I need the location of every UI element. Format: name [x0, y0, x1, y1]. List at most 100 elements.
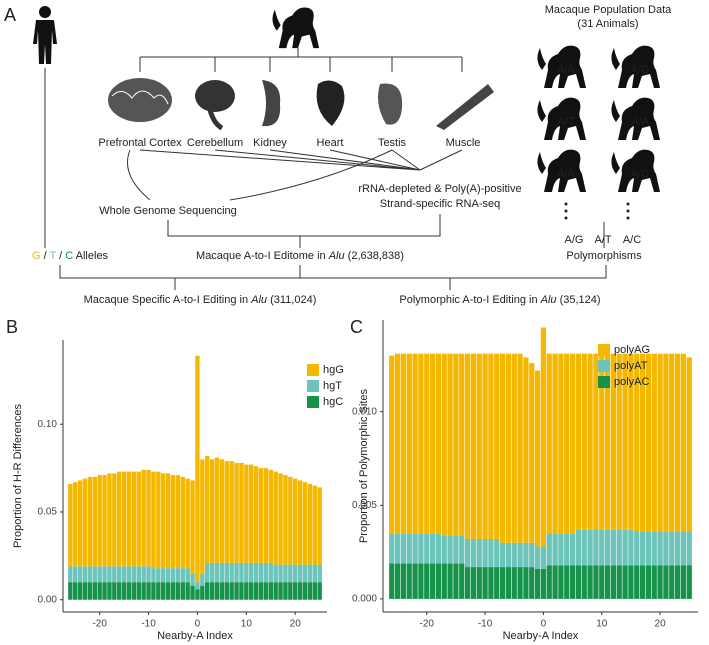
bar-segment	[464, 539, 471, 568]
bar-segment	[102, 582, 107, 600]
bar-segment	[87, 566, 93, 583]
bar-segment	[499, 353, 506, 543]
bar-segment	[406, 353, 412, 534]
bar-segment	[488, 353, 494, 539]
bar-segment	[412, 533, 418, 564]
y-tick-label: 0.005	[352, 500, 377, 511]
bar-segment	[307, 483, 313, 565]
bar-segment	[190, 585, 195, 600]
bar-segment	[628, 565, 634, 599]
text-part: Macaque A-to-I Editome in	[196, 250, 329, 262]
bar-segment	[593, 353, 599, 530]
bar-segment	[651, 353, 657, 532]
bar-segment	[302, 482, 308, 565]
bar-segment	[185, 582, 190, 600]
bar-segment	[77, 582, 83, 600]
bar-segment	[161, 568, 166, 583]
bar-segment	[634, 565, 640, 599]
poly-type: A/G	[565, 234, 584, 246]
bar-segment	[464, 353, 471, 539]
bar-segment	[97, 475, 102, 567]
bar-segment	[263, 562, 269, 583]
bar-segment	[121, 582, 127, 600]
bar-segment	[156, 582, 161, 600]
bar-segment	[200, 459, 205, 574]
bar-segment	[552, 353, 558, 534]
bar-segment	[195, 582, 200, 590]
bar-segment	[564, 565, 570, 599]
bar-segment	[558, 353, 564, 534]
text-part: Alu	[328, 250, 345, 262]
bar-segment	[317, 582, 322, 600]
bar-segment	[117, 582, 122, 600]
bar-segment	[459, 353, 465, 536]
bar-segment	[82, 478, 88, 567]
bar-segment	[529, 542, 535, 568]
bar-segment	[400, 353, 407, 534]
genotype: A/T	[557, 116, 574, 128]
bar-segment	[389, 533, 395, 564]
bar-segment	[180, 582, 185, 600]
bar-segment	[195, 589, 200, 600]
bar-segment	[680, 353, 687, 532]
bar-segment	[68, 566, 73, 583]
bar-segment	[470, 567, 477, 599]
bar-segment	[394, 353, 401, 534]
bar-segment	[441, 563, 447, 599]
bar-segment	[505, 353, 512, 543]
text-part: Macaque Specific A-to-I Editing in	[84, 294, 252, 306]
bar-segment	[529, 363, 535, 543]
bar-segment	[268, 469, 273, 563]
ellipsis-dots	[564, 202, 630, 220]
bar-segment	[141, 582, 146, 600]
bar-segment	[389, 563, 395, 599]
text-part: Alu	[540, 294, 557, 306]
bar-segment	[185, 568, 190, 583]
bar-segment	[424, 563, 430, 599]
bar-segment	[249, 582, 254, 600]
specific-label: Macaque Specific A-to-I Editing in Alu (…	[84, 294, 317, 306]
bar-segment	[639, 353, 646, 532]
bar-segment	[499, 567, 506, 599]
bar-segment	[161, 473, 166, 569]
bar-segment	[599, 565, 605, 599]
bar-segment	[494, 353, 500, 539]
bar-segment	[418, 533, 424, 564]
bar-segment	[302, 564, 308, 583]
polymorphisms-label: Polymorphisms	[566, 250, 642, 262]
bar-segment	[680, 531, 687, 566]
genotype: A/A	[557, 168, 575, 180]
bar-segment	[628, 353, 634, 530]
bar-segment	[622, 353, 628, 530]
bar-segment	[686, 357, 692, 532]
bar-segment	[146, 469, 151, 567]
bar-segment	[126, 566, 132, 583]
bar-segment	[219, 582, 225, 600]
bar-segment	[470, 353, 477, 539]
bar-segment	[657, 565, 663, 599]
bar-segment	[92, 582, 97, 600]
genotype: A/C	[631, 168, 649, 180]
bar-segment	[663, 531, 669, 566]
bar-segment	[616, 353, 622, 530]
bar-segment	[283, 564, 288, 583]
tissue-labels: Prefrontal Cortex Cerebellum Kidney Hear…	[98, 137, 480, 149]
bar-segment	[394, 533, 401, 564]
bar-segment	[195, 355, 200, 583]
bar-segment	[599, 529, 605, 566]
bar-segment	[293, 564, 298, 583]
bar-segment	[170, 568, 176, 583]
bar-segment	[268, 562, 273, 583]
bar-segment	[429, 533, 436, 564]
bar-segment	[523, 542, 529, 568]
bar-segment	[131, 471, 137, 567]
bar-segment	[575, 565, 582, 599]
bar-segment	[258, 582, 264, 600]
bar-segment	[175, 475, 181, 569]
bar-segment	[97, 566, 102, 583]
bar-segment	[297, 582, 303, 600]
tissue-label: Kidney	[253, 137, 287, 149]
text-part: (2,638,838)	[345, 250, 404, 262]
bar-segment	[307, 582, 313, 600]
bar-segment	[645, 565, 652, 599]
